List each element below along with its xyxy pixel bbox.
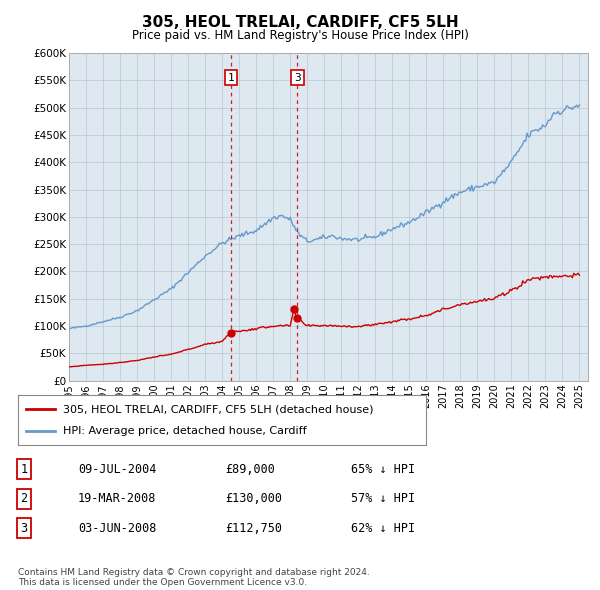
Text: 3: 3: [20, 522, 28, 535]
Text: £130,000: £130,000: [225, 492, 282, 505]
Text: 65% ↓ HPI: 65% ↓ HPI: [351, 463, 415, 476]
Text: 1: 1: [20, 463, 28, 476]
Text: HPI: Average price, detached house, Cardiff: HPI: Average price, detached house, Card…: [63, 427, 307, 437]
Text: Contains HM Land Registry data © Crown copyright and database right 2024.
This d: Contains HM Land Registry data © Crown c…: [18, 568, 370, 587]
Text: 3: 3: [294, 73, 301, 83]
Text: £112,750: £112,750: [225, 522, 282, 535]
Text: 2: 2: [20, 492, 28, 505]
Text: Price paid vs. HM Land Registry's House Price Index (HPI): Price paid vs. HM Land Registry's House …: [131, 30, 469, 42]
Text: 09-JUL-2004: 09-JUL-2004: [78, 463, 157, 476]
Text: 03-JUN-2008: 03-JUN-2008: [78, 522, 157, 535]
Text: 57% ↓ HPI: 57% ↓ HPI: [351, 492, 415, 505]
Text: 19-MAR-2008: 19-MAR-2008: [78, 492, 157, 505]
Text: £89,000: £89,000: [225, 463, 275, 476]
Text: 305, HEOL TRELAI, CARDIFF, CF5 5LH (detached house): 305, HEOL TRELAI, CARDIFF, CF5 5LH (deta…: [63, 404, 373, 414]
Text: 1: 1: [228, 73, 235, 83]
Text: 62% ↓ HPI: 62% ↓ HPI: [351, 522, 415, 535]
Text: 305, HEOL TRELAI, CARDIFF, CF5 5LH: 305, HEOL TRELAI, CARDIFF, CF5 5LH: [142, 15, 458, 30]
